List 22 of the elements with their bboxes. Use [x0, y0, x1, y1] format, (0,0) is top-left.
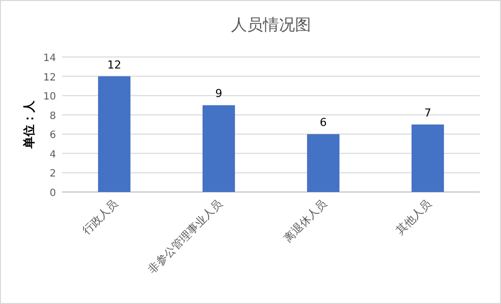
y-tick-label: 4: [50, 149, 56, 160]
chart-title: 人员情况图: [231, 15, 311, 34]
bar: [412, 124, 444, 192]
y-tick-label: 6: [50, 130, 56, 142]
y-tick-label: 14: [43, 53, 56, 64]
y-tick-label: 0: [50, 188, 56, 199]
data-label: 9: [215, 87, 222, 100]
x-tick-label: 离退休人员: [281, 196, 330, 246]
bar: [98, 76, 130, 192]
y-tick-label: 12: [43, 72, 56, 84]
data-label: 12: [107, 58, 122, 72]
x-tick-label: 其他人员: [394, 196, 434, 238]
y-tick-label: 2: [50, 168, 56, 180]
y-tick-label: 10: [43, 92, 56, 103]
bar: [202, 105, 235, 192]
data-label: 6: [320, 116, 327, 130]
bar: [307, 134, 340, 192]
x-tick-label: 非参公管理事业人员: [146, 196, 225, 276]
y-tick-label: 8: [50, 110, 56, 122]
data-label: 7: [424, 106, 432, 120]
y-axis-title: 单位：人: [22, 100, 36, 150]
x-tick-label: 行政人员: [80, 196, 120, 238]
